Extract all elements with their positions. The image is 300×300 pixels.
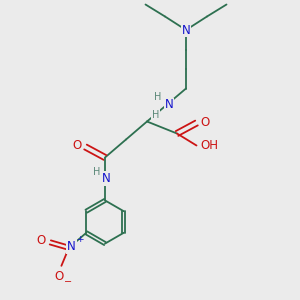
Text: O: O — [200, 116, 209, 130]
Text: N: N — [164, 98, 173, 112]
Text: H: H — [93, 167, 100, 177]
Text: −: − — [64, 277, 72, 287]
Text: O: O — [37, 234, 46, 248]
Text: +: + — [76, 235, 84, 244]
Text: N: N — [182, 23, 190, 37]
Text: O: O — [72, 139, 81, 152]
Text: H: H — [154, 92, 162, 103]
Text: OH: OH — [200, 139, 218, 152]
Text: O: O — [54, 270, 64, 283]
Text: H: H — [152, 110, 159, 120]
Text: N: N — [67, 240, 76, 253]
Text: N: N — [102, 172, 111, 185]
